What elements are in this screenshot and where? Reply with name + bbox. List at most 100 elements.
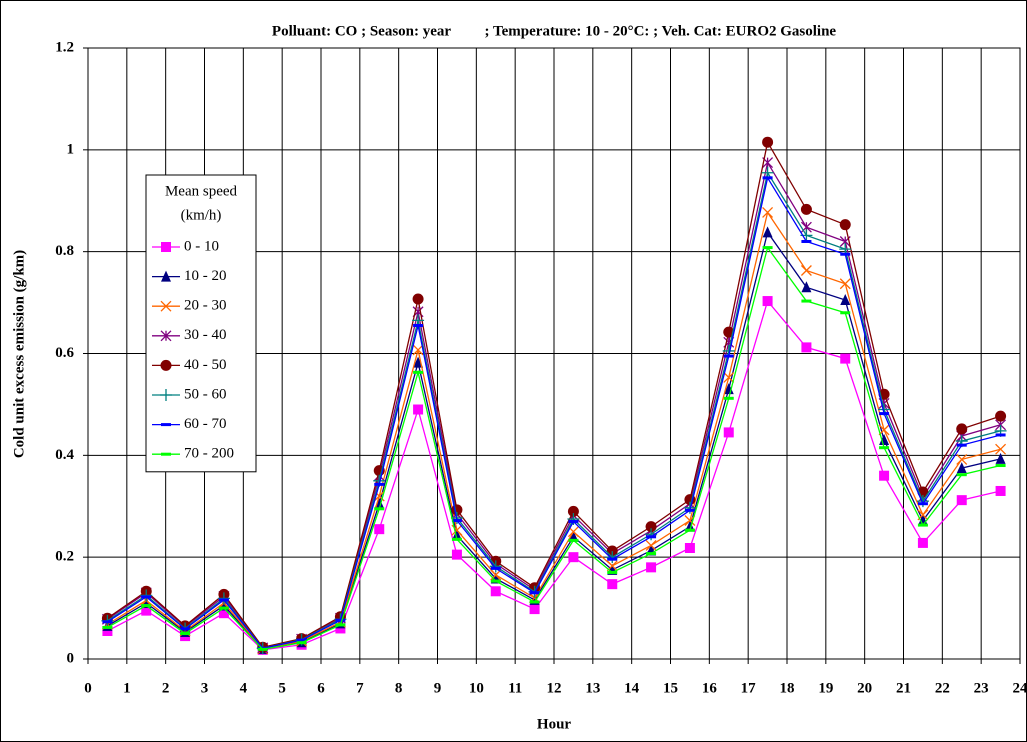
marker <box>180 632 191 636</box>
marker <box>335 623 346 627</box>
y-tick-label: 1 <box>67 141 75 157</box>
marker <box>102 620 113 624</box>
marker <box>374 482 385 486</box>
marker <box>956 443 967 447</box>
marker <box>257 647 268 651</box>
marker <box>607 570 618 574</box>
marker <box>995 433 1006 437</box>
marker <box>102 625 113 629</box>
marker <box>217 592 230 605</box>
x-tick-label: 4 <box>240 680 248 696</box>
legend-marker <box>161 270 171 282</box>
x-tick-label: 0 <box>84 680 92 696</box>
marker <box>413 404 424 415</box>
marker <box>839 219 851 231</box>
chart-title: Polluant: CO ; Season: year ; Temperatur… <box>272 23 837 39</box>
legend-label: 0 - 10 <box>184 238 219 254</box>
marker <box>102 625 113 636</box>
marker <box>995 485 1006 496</box>
legend-box <box>145 174 257 473</box>
y-tick-label: 0.8 <box>55 243 74 259</box>
marker <box>489 560 502 573</box>
marker <box>568 538 579 542</box>
x-tick-label: 3 <box>201 680 209 696</box>
y-tick-label: 0.2 <box>55 549 74 565</box>
marker <box>218 598 229 602</box>
marker <box>413 356 424 368</box>
marker <box>490 566 501 570</box>
x-tick-label: 1 <box>123 680 131 696</box>
legend-label: 20 - 30 <box>184 298 227 314</box>
marker <box>568 520 579 524</box>
legend-label: 70 - 200 <box>184 446 234 462</box>
legend: Mean speed (km/h) 0 - 10 10 - 20 20 - 30 30 -… <box>145 174 257 473</box>
marker <box>374 507 385 511</box>
marker <box>413 323 424 327</box>
marker <box>840 311 851 315</box>
x-tick-label: 17 <box>741 680 757 696</box>
marker <box>645 521 657 533</box>
marker <box>956 473 967 477</box>
marker <box>684 543 695 554</box>
x-tick-label: 21 <box>896 680 911 696</box>
x-tick-label: 6 <box>317 680 325 696</box>
legend-label: 60 - 70 <box>184 416 227 432</box>
legend-title: Mean speed <box>165 183 238 199</box>
y-tick-label: 0.4 <box>55 447 74 463</box>
x-tick-label: 8 <box>395 680 403 696</box>
marker <box>451 537 462 541</box>
legend-marker <box>160 300 172 312</box>
marker <box>995 452 1006 464</box>
x-tick-label: 22 <box>935 680 950 696</box>
marker <box>451 529 462 541</box>
marker <box>956 453 968 465</box>
x-tick-label: 16 <box>702 680 718 696</box>
marker <box>451 549 462 560</box>
marker <box>879 412 890 416</box>
marker <box>762 176 773 180</box>
marker <box>956 423 968 435</box>
marker <box>645 539 657 551</box>
marker <box>567 505 579 517</box>
legend-label: 40 - 50 <box>184 357 227 373</box>
marker <box>840 294 851 306</box>
marker <box>568 552 579 563</box>
legend-marker <box>161 242 171 252</box>
marker <box>490 579 501 583</box>
x-axis-label: Hour <box>537 716 572 732</box>
marker <box>723 326 735 338</box>
marker <box>490 586 501 597</box>
legend-label: 50 - 60 <box>184 386 227 402</box>
marker <box>141 605 152 616</box>
marker <box>878 424 890 436</box>
marker <box>762 136 774 148</box>
marker <box>917 502 928 506</box>
marker <box>296 641 307 645</box>
marker <box>529 591 540 595</box>
marker <box>762 226 773 238</box>
marker <box>646 562 657 573</box>
y-tick-label: 0 <box>67 650 75 666</box>
marker <box>995 464 1006 468</box>
series-line <box>107 140 1001 649</box>
x-tick-label: 14 <box>624 680 640 696</box>
legend-marker <box>161 452 171 456</box>
marker <box>529 600 540 604</box>
marker <box>374 524 385 535</box>
marker <box>762 246 773 250</box>
x-tick-label: 7 <box>356 680 364 696</box>
x-tick-label: 19 <box>818 680 833 696</box>
marker <box>412 344 424 356</box>
marker <box>218 606 229 610</box>
marker <box>723 427 734 438</box>
x-tick-label: 15 <box>663 680 678 696</box>
marker <box>335 623 346 634</box>
marker <box>607 557 618 561</box>
marker <box>800 265 812 276</box>
marker <box>723 383 734 395</box>
legend-marker <box>161 423 171 427</box>
y-tick-label: 0.6 <box>55 345 74 361</box>
legend-marker <box>160 330 172 342</box>
marker <box>956 495 967 506</box>
marker <box>995 443 1007 455</box>
